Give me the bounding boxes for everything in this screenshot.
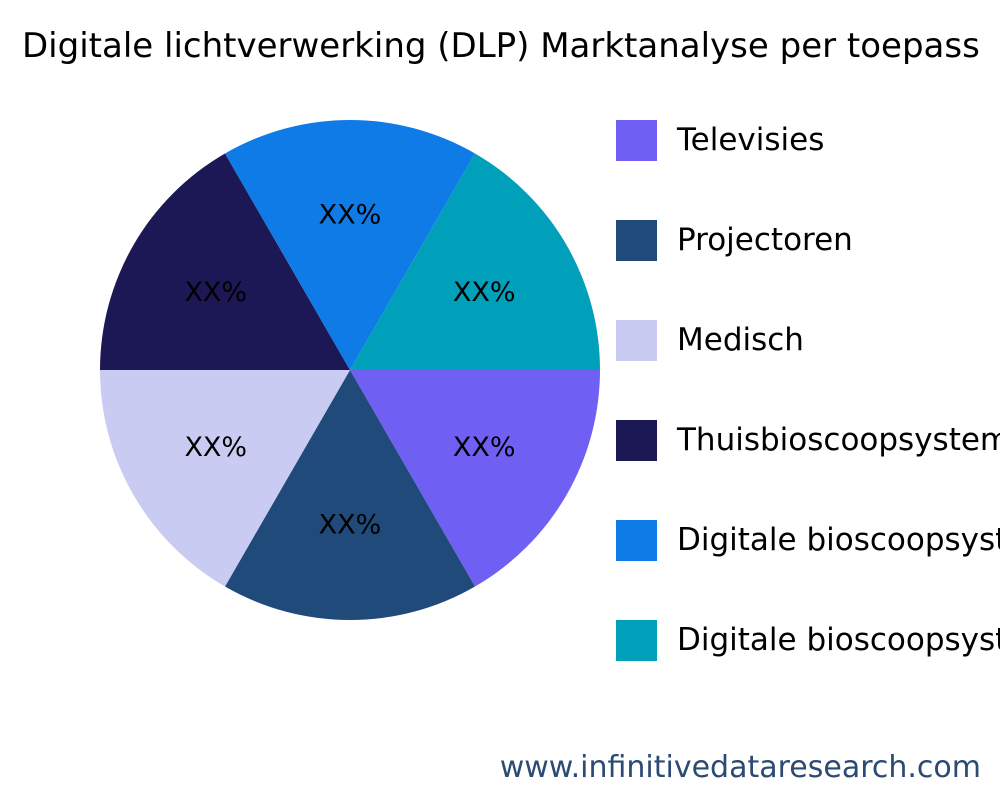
legend-item: Digitale bioscoopsyste [616,619,1000,661]
legend-label: Projectoren [677,222,853,258]
slice-label: XX% [453,277,516,308]
slice-label: XX% [453,432,516,463]
legend-label: Televisies [677,122,825,158]
pie-slice [225,370,475,620]
chart-title: Digitale lichtverwerking (DLP) Marktanal… [22,26,980,66]
legend-swatch [616,619,657,661]
pie-slice [225,119,475,370]
legend-swatch [616,119,657,161]
legend-label: Medisch [677,322,804,358]
legend-item: Digitale bioscoopsyste [616,519,1000,561]
pie-slice [350,153,600,370]
pie-slice [100,153,350,370]
legend-item: Medisch [616,319,804,361]
slice-label: XX% [319,200,382,231]
legend-item: Projectoren [616,219,853,261]
legend-label: Digitale bioscoopsyste [677,522,1000,558]
pie-slice [350,370,600,587]
legend-label: Digitale bioscoopsyste [677,622,1000,658]
slice-label: XX% [184,277,247,308]
pie-slice [100,370,350,587]
slice-label: XX% [184,432,247,463]
legend-swatch [616,219,657,261]
legend-item: Televisies [616,119,824,161]
source-url: www.infinitivedataresearch.com [499,750,981,785]
slice-label: XX% [319,510,382,541]
legend-item: Thuisbioscoopsysteme [616,419,1000,461]
legend-swatch [616,519,657,561]
legend-swatch [616,319,657,361]
legend-swatch [616,419,657,461]
legend-label: Thuisbioscoopsysteme [677,422,1000,458]
